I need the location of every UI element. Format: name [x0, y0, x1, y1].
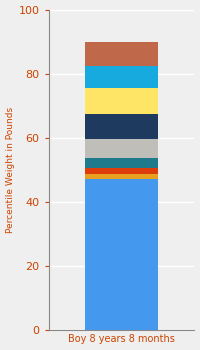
- Y-axis label: Percentile Weight in Pounds: Percentile Weight in Pounds: [6, 106, 15, 233]
- Bar: [85, 168, 158, 174]
- Bar: [85, 65, 158, 88]
- Bar: [85, 179, 158, 330]
- Bar: [85, 174, 158, 179]
- Bar: [85, 42, 158, 65]
- Bar: [85, 113, 158, 139]
- Bar: [85, 88, 158, 113]
- Bar: [85, 158, 158, 168]
- Bar: [85, 139, 158, 158]
